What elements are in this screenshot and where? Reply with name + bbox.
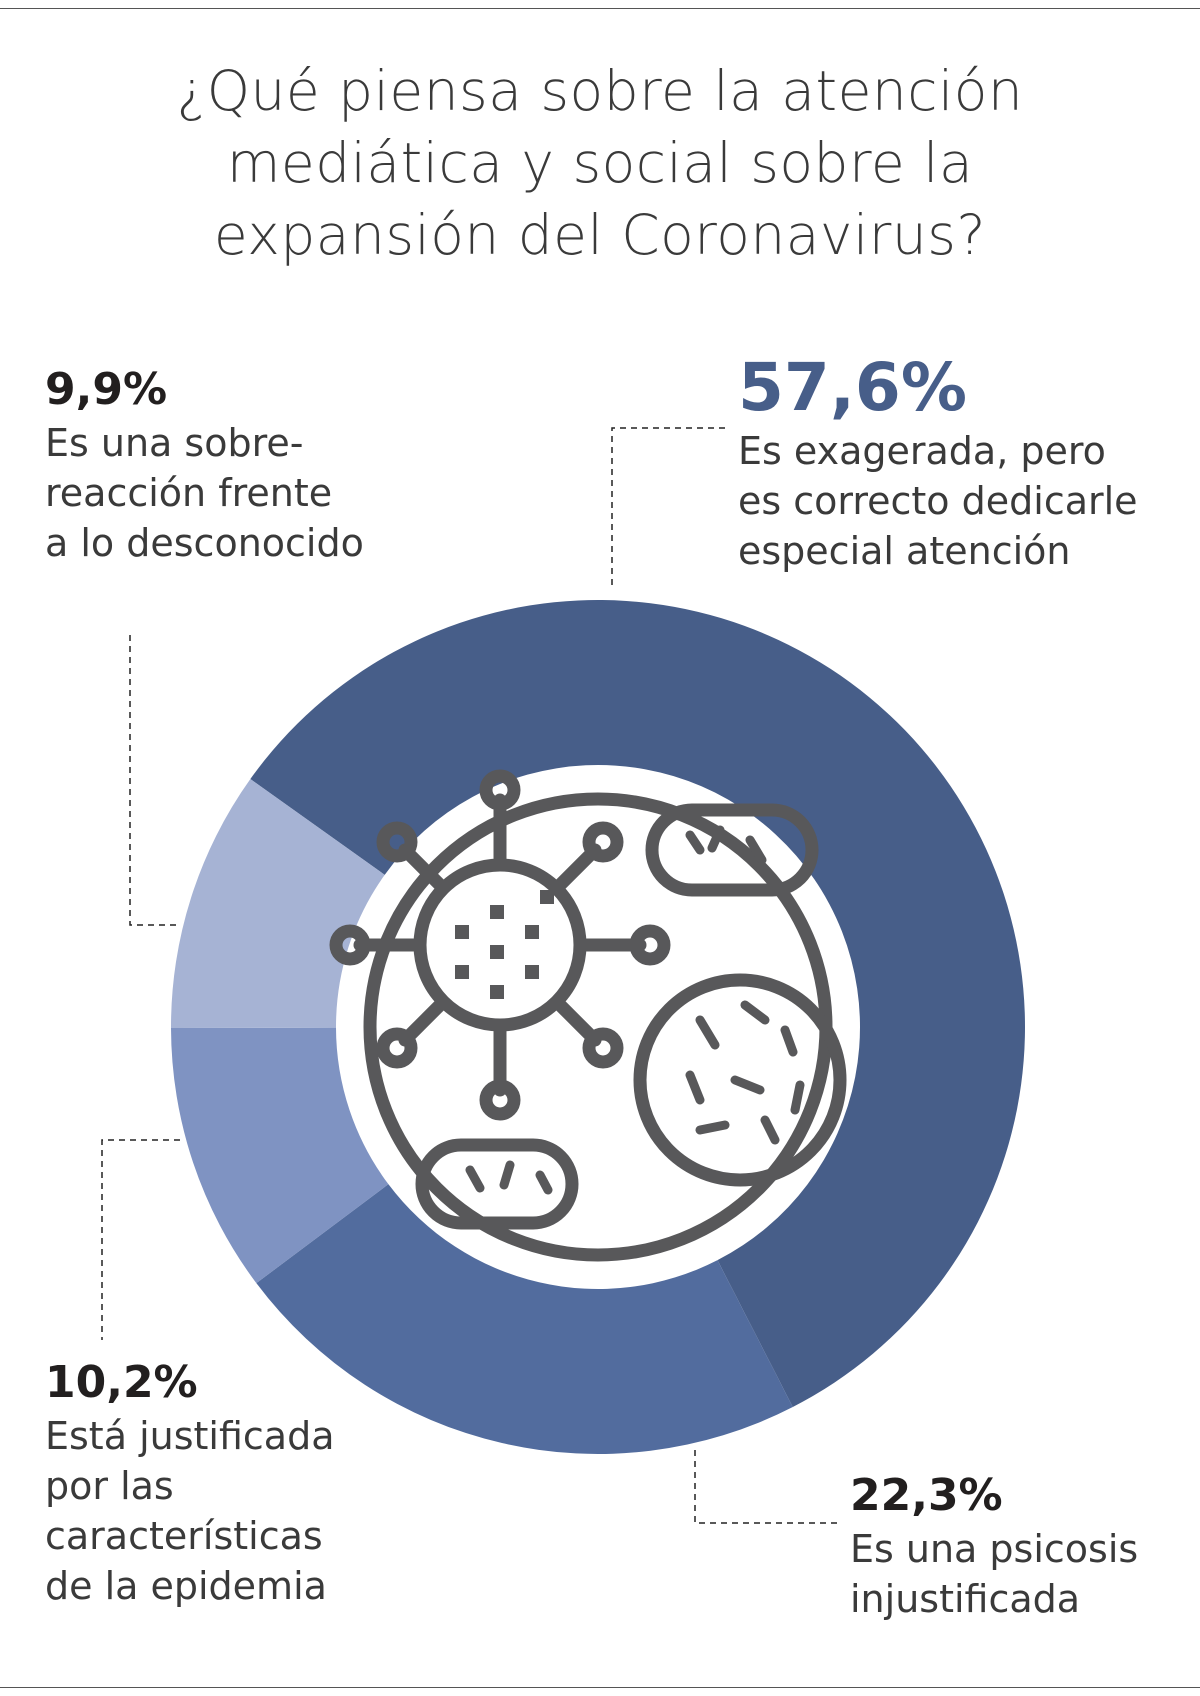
leader-line — [101, 1139, 180, 1340]
icon-spikes — [329, 769, 671, 1121]
segment-label: 10,2% Está justificada por las caracterís… — [45, 1355, 345, 1611]
icon-dots — [455, 890, 554, 999]
category-label: Es exagerada, pero es correcto dedicarle… — [738, 429, 1138, 573]
leader-line — [129, 635, 180, 926]
icon-squiggles — [465, 825, 805, 1195]
bottom-rule — [0, 1687, 1200, 1688]
icon-capsule — [415, 1138, 579, 1230]
donut-segment — [256, 1184, 793, 1454]
icon-capsule — [645, 803, 819, 897]
donut-segment — [250, 599, 1025, 1407]
donut-segment — [171, 779, 385, 1029]
segment-label: 22,3% Es una psicosis injustificada — [850, 1468, 1190, 1624]
leader-line — [694, 1450, 840, 1524]
virus-icon — [329, 769, 847, 1262]
category-label: Es una psicosis injustificada — [850, 1527, 1139, 1621]
icon-circle — [363, 792, 833, 1262]
icon-cell — [633, 973, 847, 1187]
category-label: Es una sobre-reacción frente a lo descon… — [45, 421, 364, 565]
category-label: Está justificada por las características… — [45, 1414, 335, 1608]
top-rule — [0, 8, 1200, 9]
value-label: 10,2% — [45, 1357, 198, 1408]
leader-line — [611, 427, 728, 585]
segment-label: 9,9% Es una sobre-reacción frente a lo de… — [45, 362, 365, 568]
value-label: 57,6% — [738, 349, 967, 426]
leader-lines — [101, 427, 840, 1524]
value-label: 22,3% — [850, 1470, 1003, 1521]
segment-label: 57,6% Es exagerada, pero es correcto dedi… — [738, 350, 1158, 576]
value-label: 9,9% — [45, 364, 168, 415]
chart-title: ¿Qué piensa sobre la atención mediática … — [176, 59, 1024, 267]
donut-segment — [171, 1027, 389, 1284]
